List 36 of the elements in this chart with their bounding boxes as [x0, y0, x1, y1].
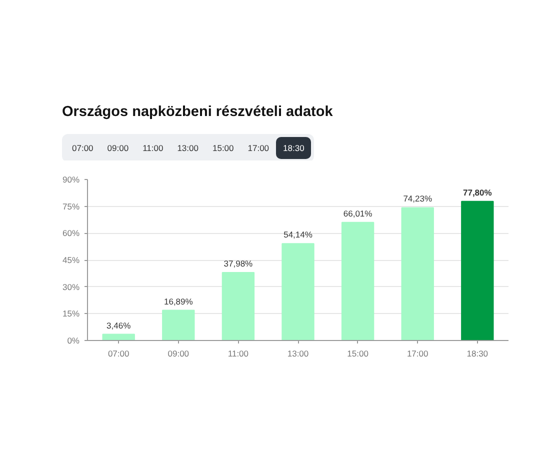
data-label: 74,23%	[403, 194, 432, 204]
data-label: 3,46%	[106, 320, 132, 330]
y-tick-label: 30%	[62, 282, 80, 292]
label: 15:00	[211, 142, 235, 155]
label: 07:00	[71, 142, 94, 155]
label: 17:00	[246, 142, 270, 155]
x-tick-label: 11:00	[228, 348, 249, 358]
y-tick-label: 0%	[67, 336, 80, 346]
label: 13:00	[176, 142, 200, 155]
y-tick-label: 15%	[62, 308, 80, 319]
data-label: 16,89%	[164, 296, 194, 306]
y-tick-label: 60%	[62, 228, 80, 238]
bar	[341, 222, 374, 340]
bar	[282, 243, 314, 340]
chart-title: Országos napközbeni részvételi adatok	[62, 103, 333, 122]
bar	[102, 334, 135, 340]
label: 11:00	[142, 142, 164, 155]
y-tick-label: 45%	[62, 255, 80, 265]
x-tick-label: 18:30	[466, 348, 488, 358]
tab: 18:30	[276, 137, 312, 160]
x-tick-label: 15:00	[347, 348, 369, 358]
label: 09:00	[106, 142, 130, 155]
x-tick-label: 17:00	[406, 348, 429, 358]
y-tick-label: 75%	[62, 201, 80, 212]
bar	[162, 310, 195, 340]
x-tick-label: 09:00	[168, 348, 190, 358]
bar	[222, 272, 255, 340]
data-label: 37,98%	[224, 258, 254, 269]
data-label: 54,14%	[284, 230, 313, 240]
data-label: 77,80%	[462, 187, 492, 198]
y-tick-label: 90%	[62, 174, 80, 184]
bar	[401, 207, 434, 340]
bar	[461, 200, 494, 340]
x-tick-label: 07:00	[108, 348, 130, 358]
data-label: 66,01%	[343, 208, 373, 218]
x-tick-label: 13:00	[287, 348, 309, 358]
